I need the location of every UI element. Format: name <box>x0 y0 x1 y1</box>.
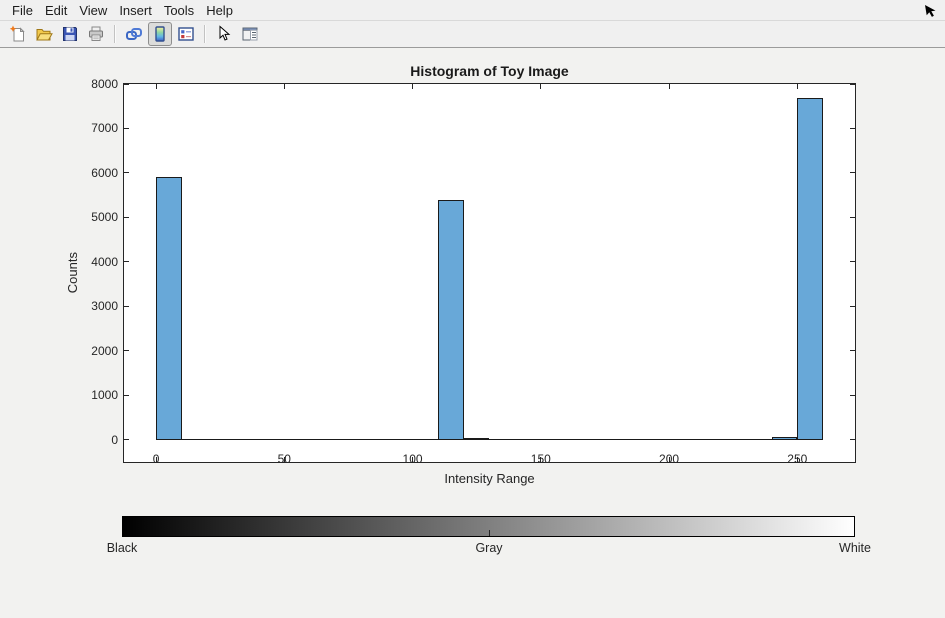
y-tick <box>124 350 129 352</box>
y-tick-right <box>850 305 855 307</box>
print-figure-icon <box>89 26 103 41</box>
y-tick-right <box>850 83 855 85</box>
y-tick-label: 7000 <box>91 121 118 136</box>
histogram-bar <box>797 97 823 440</box>
y-tick <box>124 83 129 85</box>
open-button[interactable] <box>32 22 56 46</box>
histogram-bar <box>771 436 798 440</box>
x-tick-top <box>540 84 542 89</box>
new-figure-button[interactable] <box>6 22 30 46</box>
y-tick-right <box>850 394 855 396</box>
x-tick-label: 200 <box>659 452 680 466</box>
x-tick <box>540 457 542 462</box>
y-tick-label: 2000 <box>91 343 118 358</box>
colorbar-label-white: White <box>839 541 871 555</box>
menu-insert[interactable]: Insert <box>119 2 152 18</box>
y-tick-label: 5000 <box>91 210 118 225</box>
histogram-baseline <box>156 438 823 440</box>
x-tick <box>283 457 285 462</box>
x-tick-top <box>283 84 285 89</box>
plot-tools-button[interactable] <box>238 22 262 46</box>
toolbar-separator <box>114 25 116 43</box>
insert-legend-icon <box>178 27 194 41</box>
link-plot-icon <box>126 28 142 40</box>
y-tick-label: 0 <box>111 432 118 447</box>
edit-plot-button[interactable] <box>212 22 236 46</box>
y-tick-right <box>850 172 855 174</box>
y-tick <box>124 305 129 307</box>
y-axis-label-wrap: Counts <box>64 84 80 462</box>
menu-file[interactable]: File <box>12 2 33 18</box>
axes: Histogram of Toy Image Intensity Range C… <box>65 63 856 486</box>
y-tick-right <box>850 127 855 129</box>
save-button[interactable] <box>58 22 82 46</box>
colorbar-center-tick <box>488 530 490 536</box>
toolbar-separator <box>204 25 206 43</box>
histogram-bar <box>156 177 182 440</box>
menu-bar: File Edit View Insert Tools Help <box>0 0 945 21</box>
x-tick-label: 50 <box>277 452 291 466</box>
x-tick <box>412 457 414 462</box>
insert-legend-button[interactable] <box>174 22 198 46</box>
y-tick <box>124 439 129 441</box>
x-tick-label: 0 <box>152 452 160 466</box>
x-axis-label: Intensity Range <box>444 471 535 486</box>
x-tick-top <box>412 84 414 89</box>
colorbar-label-black: Black <box>106 541 138 555</box>
y-tick-label: 8000 <box>91 77 118 91</box>
histogram-bar <box>463 437 490 440</box>
x-tick <box>668 457 670 462</box>
open-file-icon <box>36 29 53 41</box>
menu-help[interactable]: Help <box>206 2 233 18</box>
edit-plot-icon <box>219 25 231 41</box>
y-tick-label: 4000 <box>91 254 118 269</box>
y-tick-right <box>850 216 855 218</box>
y-tick <box>124 216 129 218</box>
histogram-bar <box>438 199 464 440</box>
y-tick-right <box>850 261 855 263</box>
menu-view[interactable]: View <box>79 2 108 18</box>
x-tick-top <box>796 84 798 89</box>
chart-title: Histogram of Toy Image <box>410 63 569 79</box>
new-figure-icon <box>9 25 25 42</box>
y-tick <box>124 394 129 396</box>
menu-tools[interactable]: Tools <box>163 2 195 18</box>
colorbar <box>122 516 855 537</box>
x-tick-top <box>668 84 670 89</box>
insert-colorbar-icon <box>155 26 165 42</box>
print-button[interactable] <box>84 22 108 46</box>
x-tick-label: 150 <box>530 452 551 466</box>
insert-colorbar-button[interactable] <box>148 22 172 46</box>
mouse-cursor-se-icon <box>923 2 939 18</box>
y-tick <box>124 172 129 174</box>
x-tick-label: 250 <box>787 452 808 466</box>
x-tick <box>155 457 157 462</box>
y-tick-right <box>850 350 855 352</box>
y-tick <box>124 261 129 263</box>
toolbar <box>0 21 945 48</box>
y-tick-label: 1000 <box>91 388 118 403</box>
colorbar-label-gray: Gray <box>475 541 503 555</box>
link-plot-button[interactable] <box>122 22 146 46</box>
x-tick-top <box>155 84 157 89</box>
x-tick-label: 100 <box>402 452 423 466</box>
y-tick-label: 3000 <box>91 299 118 314</box>
y-tick-label: 6000 <box>91 165 118 180</box>
save-figure-icon <box>63 27 77 41</box>
menu-edit[interactable]: Edit <box>44 2 68 18</box>
figure-canvas: Histogram of Toy Image Intensity Range C… <box>0 48 945 618</box>
x-tick <box>796 457 798 462</box>
y-tick-right <box>850 439 855 441</box>
y-tick <box>124 127 129 129</box>
plot-tools-icon <box>242 27 258 41</box>
